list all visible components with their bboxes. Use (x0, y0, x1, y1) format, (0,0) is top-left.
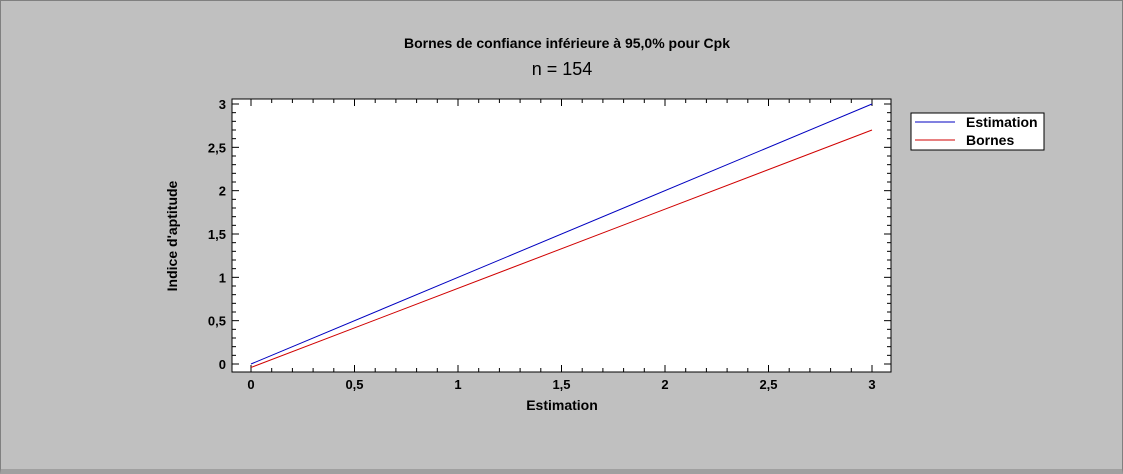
y-tick-label: 3 (219, 97, 226, 112)
x-tick-label: 2 (661, 377, 668, 392)
y-tick-label: 2 (219, 184, 226, 199)
y-tick-label: 2,5 (208, 140, 226, 155)
y-tick-label: 0,5 (208, 314, 226, 329)
series-line-estimation (250, 103, 873, 365)
y-axis-title: Indice d'aptitude (164, 180, 180, 291)
x-tick-label: 2,5 (759, 377, 777, 392)
legend: Estimation Bornes (910, 112, 1045, 151)
chart-subtitle: n = 154 (532, 59, 593, 79)
x-axis-title: Estimation (526, 397, 598, 413)
x-tick-label: 1 (454, 377, 461, 392)
legend-label-bornes: Bornes (966, 132, 1014, 148)
legend-box (910, 112, 1045, 151)
x-tick-label: 1,5 (552, 377, 570, 392)
series-lines (250, 103, 873, 368)
y-tick-label: 0 (219, 357, 226, 372)
x-tick-label: 3 (868, 377, 875, 392)
y-tick-label: 1,5 (208, 227, 226, 242)
x-tick-label: 0 (247, 377, 254, 392)
x-axis: 0 0,5 1 1,5 2 2,5 3 (247, 99, 876, 392)
chart-title: Bornes de confiance inférieure à 95,0% p… (404, 35, 730, 51)
x-tick-label: 0,5 (345, 377, 363, 392)
legend-label-estimation: Estimation (966, 114, 1038, 130)
y-axis: 0 0,5 1 1,5 2 2,5 3 (208, 97, 891, 372)
y-tick-label: 1 (219, 270, 226, 285)
series-line-bornes (250, 129, 873, 368)
